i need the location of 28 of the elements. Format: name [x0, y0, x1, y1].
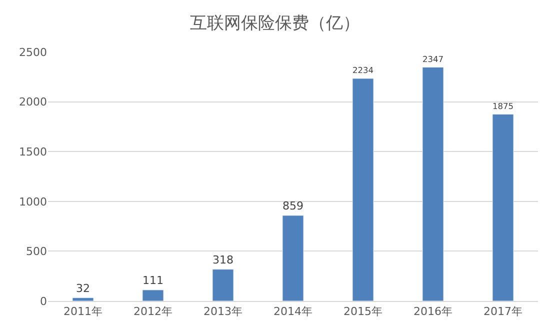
- x-tick-label: 2012年: [134, 305, 172, 318]
- data-label: 111: [142, 274, 164, 287]
- x-tick-label: 2017年: [484, 305, 522, 318]
- y-tick-label: 1500: [19, 145, 47, 158]
- data-label: 318: [212, 253, 234, 266]
- x-tick-label: 2011年: [64, 305, 102, 318]
- bar: [282, 215, 304, 301]
- y-tick-label: 1000: [19, 195, 47, 208]
- chart-title: 互联网保险保费（亿）: [190, 13, 360, 34]
- bar: [142, 290, 164, 301]
- bar: [422, 66, 444, 301]
- x-tick-label: 2014年: [274, 305, 312, 318]
- y-tick-label: 2500: [19, 46, 47, 59]
- data-label: 32: [76, 282, 90, 295]
- y-tick-label: 2000: [19, 96, 47, 109]
- x-tick-label: 2016年: [414, 305, 452, 318]
- data-label: 2234: [352, 65, 374, 76]
- x-tick-label: 2013年: [204, 305, 242, 318]
- y-tick-label: 500: [26, 245, 47, 258]
- y-tick-label: 0: [40, 294, 47, 308]
- bar: [212, 269, 234, 301]
- data-label: 2347: [422, 54, 444, 64]
- x-tick-label: 2015年: [344, 305, 382, 318]
- data-label: 859: [282, 199, 304, 212]
- bar: [352, 78, 374, 301]
- data-label: 1875: [492, 101, 514, 111]
- bar: [72, 298, 94, 301]
- bar: [492, 114, 514, 301]
